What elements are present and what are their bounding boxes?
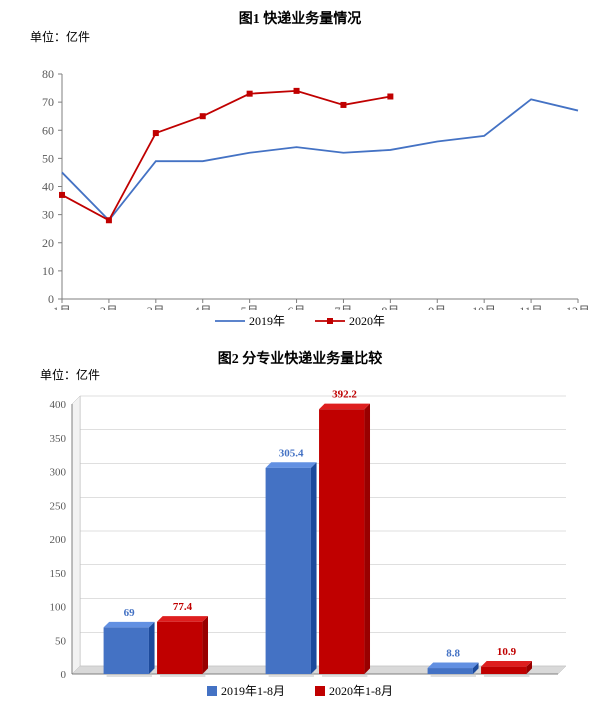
svg-text:392.2: 392.2 [332,389,357,401]
chart2-legend-label-2019: 2019年1-8月 [221,682,285,699]
chart1-legend-swatch-2019 [215,315,245,327]
svg-text:305.4: 305.4 [279,447,304,459]
chart2-unit: 单位：亿件 [40,366,100,383]
svg-text:8.8: 8.8 [446,647,460,659]
svg-text:6月: 6月 [288,304,306,310]
chart2-legend-label-2020: 2020年1-8月 [329,682,393,699]
chart2-legend-2020: 2020年1-8月 [315,682,393,699]
chart1-legend-swatch-2020 [315,315,345,327]
chart2-legend-swatch-2019 [207,686,217,696]
svg-text:250: 250 [50,500,67,512]
svg-text:40: 40 [42,180,54,194]
svg-text:30: 30 [42,208,54,222]
chart1-unit: 单位：亿件 [30,28,90,45]
chart2-legend-swatch-2020 [315,686,325,696]
chart2-container: 图2 分专业快递业务量比较 单位：亿件 05010015020025030035… [0,340,600,698]
svg-text:8月: 8月 [381,304,399,310]
svg-text:50: 50 [42,151,54,165]
svg-text:9月: 9月 [428,304,446,310]
svg-text:20: 20 [42,236,54,250]
svg-text:400: 400 [50,399,67,411]
svg-text:70: 70 [42,95,54,109]
svg-text:300: 300 [50,467,67,479]
svg-text:80: 80 [42,67,54,81]
svg-text:0: 0 [61,669,67,680]
chart2-legend-2019: 2019年1-8月 [207,682,285,699]
svg-text:200: 200 [50,534,67,546]
chart1-legend-2019: 2019年 [215,312,285,329]
chart1-legend-label-2020: 2020年 [349,312,385,329]
svg-text:10月: 10月 [472,304,496,310]
chart1-legend-label-2019: 2019年 [249,312,285,329]
svg-text:11月: 11月 [519,304,543,310]
svg-text:150: 150 [50,568,67,580]
svg-text:3月: 3月 [147,304,165,310]
svg-text:2月: 2月 [100,304,118,310]
chart1-svg: 010203040506070801月2月3月4月5月6月7月8月9月10月11… [0,32,600,310]
svg-text:60: 60 [42,123,54,137]
chart1-container: 图1 快递业务量情况 单位：亿件 010203040506070801月2月3月… [0,0,600,340]
svg-text:69: 69 [124,607,136,619]
svg-text:100: 100 [50,602,67,614]
svg-text:1月: 1月 [53,304,71,310]
svg-text:50: 50 [55,635,67,647]
svg-text:12月: 12月 [566,304,590,310]
chart2-svg: 050100150200250300350400同城快递6977.4异地快递30… [0,372,600,680]
svg-text:77.4: 77.4 [173,601,193,613]
svg-text:7月: 7月 [334,304,352,310]
svg-text:5月: 5月 [241,304,259,310]
svg-text:4月: 4月 [194,304,212,310]
svg-text:350: 350 [50,433,67,445]
svg-text:10: 10 [42,264,54,278]
chart1-legend-2020: 2020年 [315,312,385,329]
chart1-legend: 2019年 2020年 [0,310,600,331]
svg-text:10.9: 10.9 [497,646,517,658]
